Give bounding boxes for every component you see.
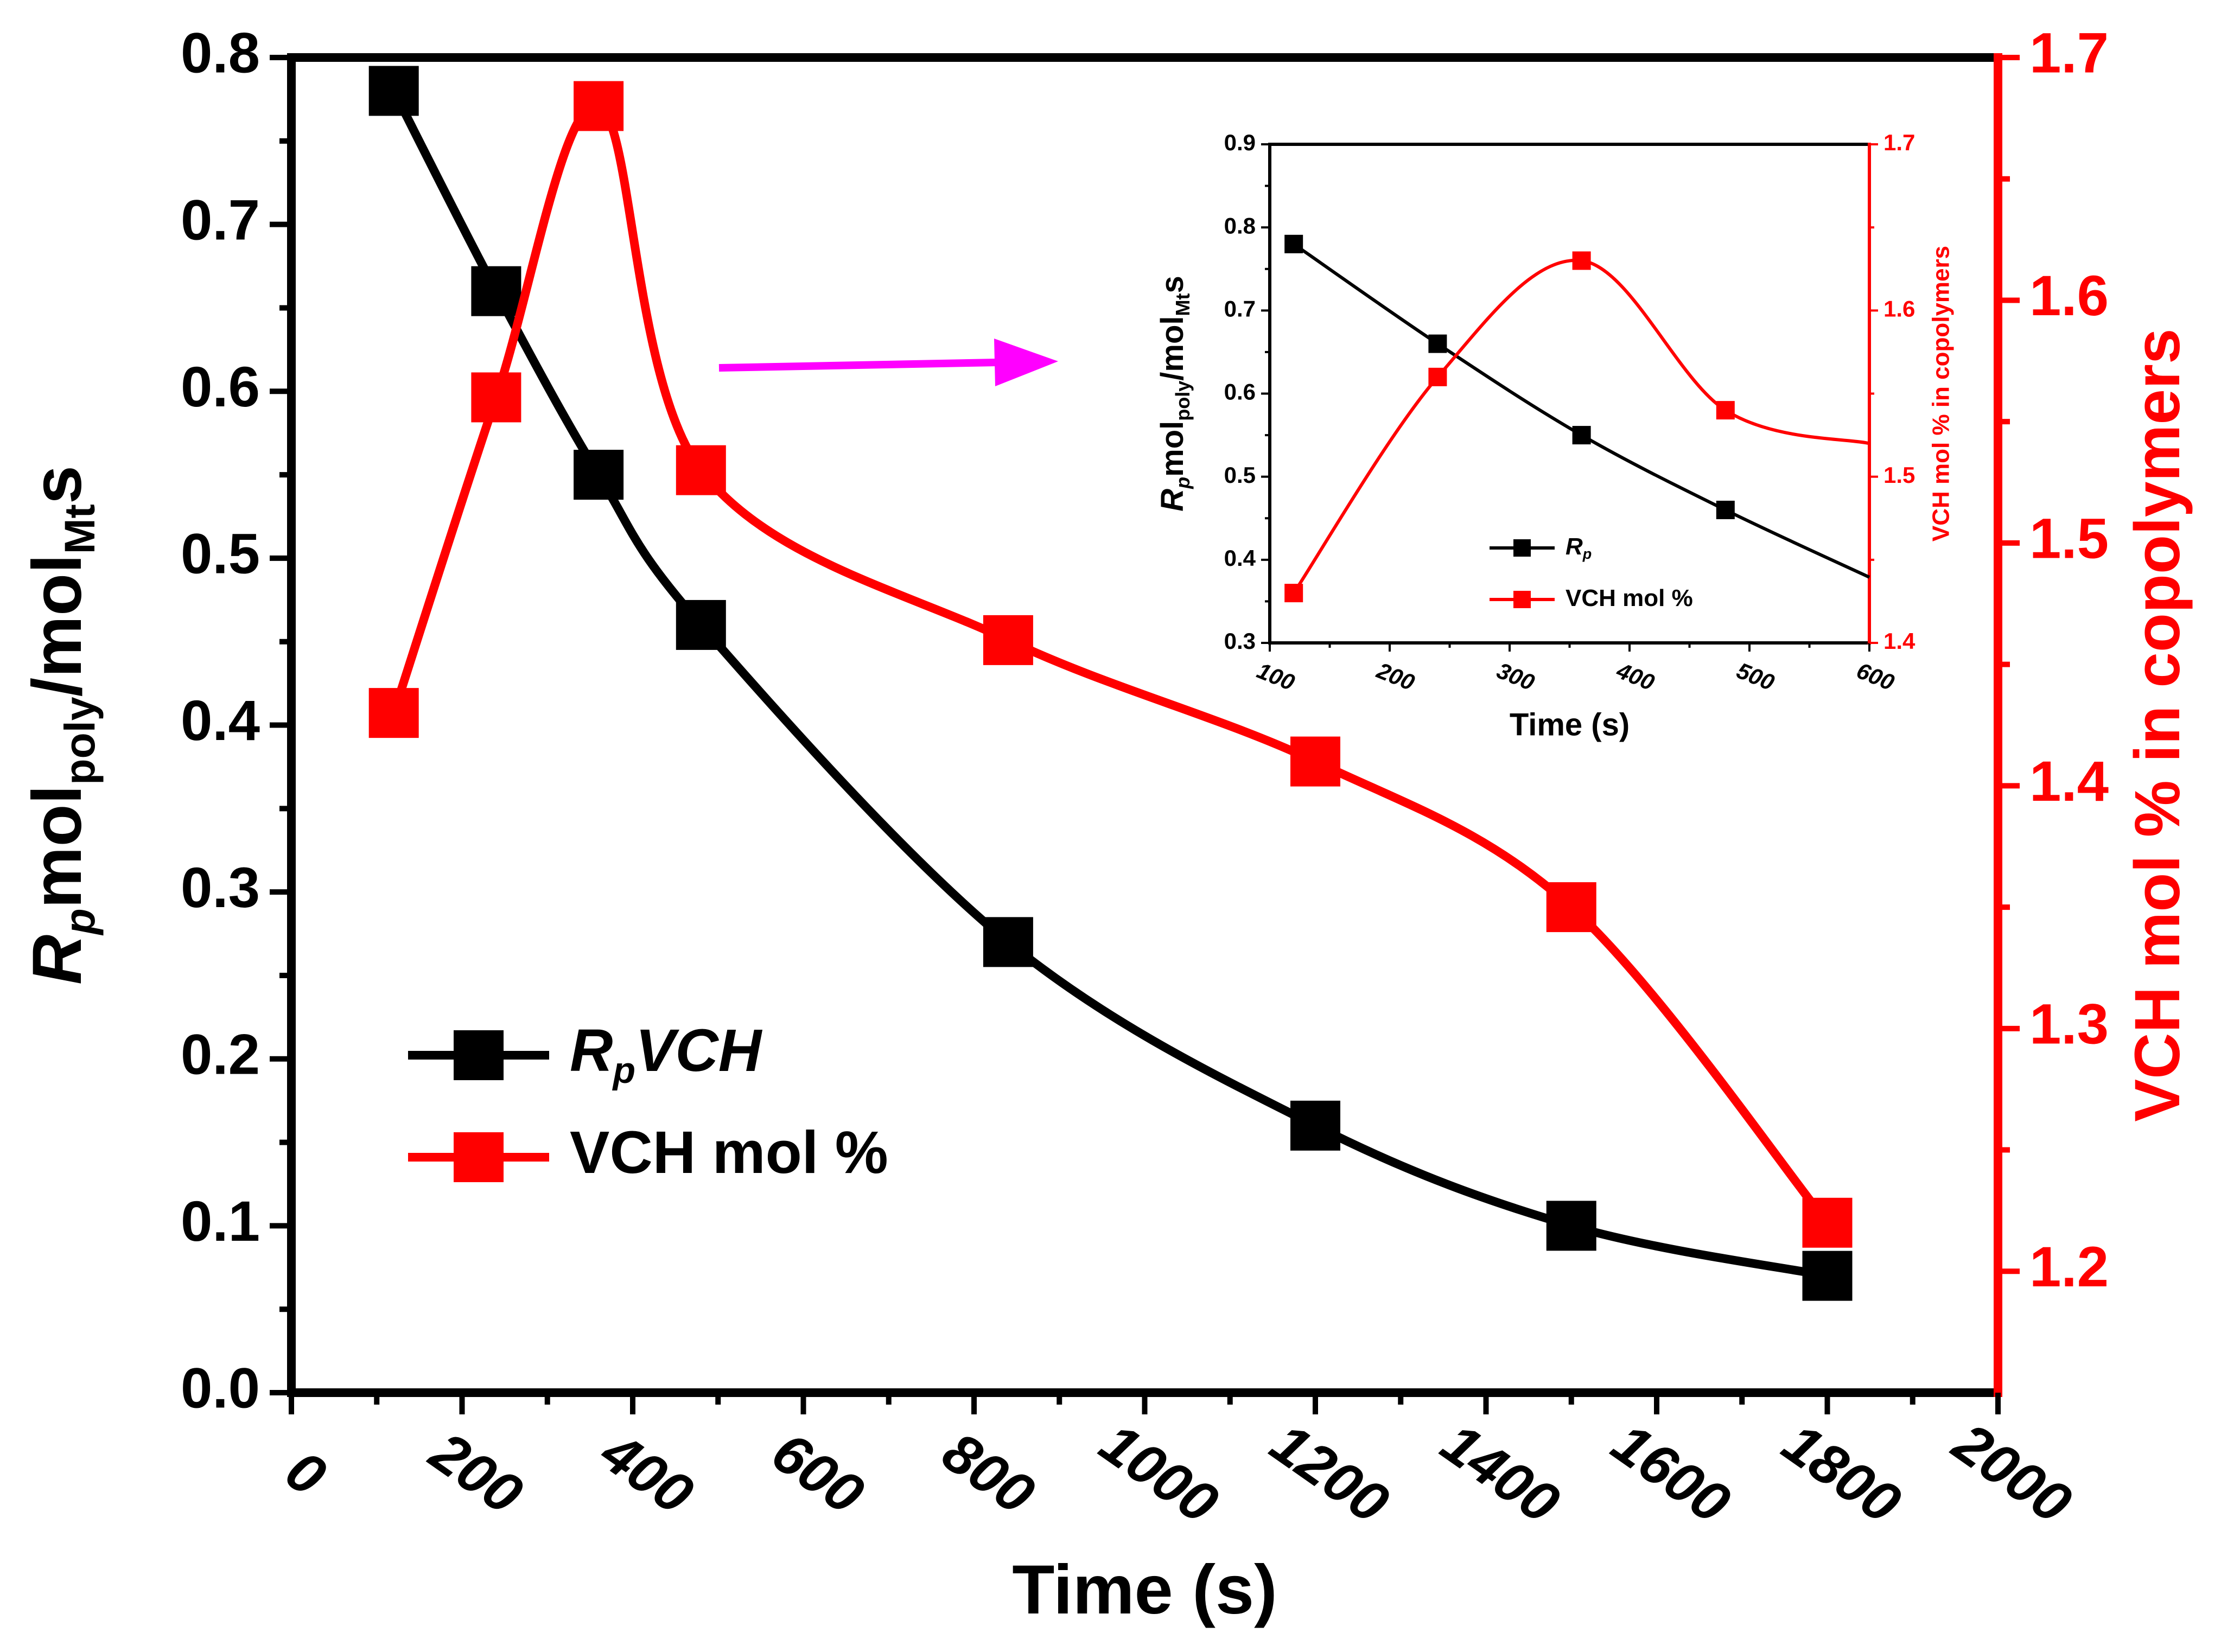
inset-chart: 100 200 300 400 500 6000.30.40.50.60.70.80.91… [1155,130,1954,742]
arrow-shaft [718,359,998,372]
y-axis-label-right: VCH mol % in copolymers [2122,328,2193,1121]
legend-marker [454,1030,504,1080]
data-point-0 [471,266,521,316]
data-point-1 [983,615,1033,665]
legend-label: Rp [1566,533,1592,563]
data-point-1 [1716,401,1735,420]
y-tick-label-left: 0.6 [181,355,260,419]
data-point-0 [1284,234,1303,253]
x-axis-label: Time (s) [1012,1551,1277,1629]
legend-marker [454,1132,504,1182]
y-tick-label-right: 1.7 [1883,130,1915,155]
y-tick-label-right: 1.2 [2029,1235,2109,1299]
y-axis-label-right: VCH mol % in copolymers [1928,246,1955,541]
y-axis-label-left: Rpmolpoly/molMts [1155,276,1193,512]
data-point-1 [471,372,521,423]
y-tick-label-left: 0.1 [181,1190,260,1253]
legend-label: VCH mol % [570,1119,888,1186]
y-tick-label-left: 0.4 [181,689,260,752]
y-tick-label-right: 1.6 [2029,264,2109,328]
data-point-0 [1716,500,1735,519]
y-tick-label-left: 0.5 [1224,462,1256,488]
y-tick-label-left: 0.4 [1224,545,1256,571]
data-point-1 [1802,1197,1853,1248]
data-point-0 [368,66,419,116]
y-tick-label-right: 1.5 [2029,507,2109,571]
legend-label: VCH mol % [1566,585,1693,611]
data-point-0 [574,450,624,500]
y-tick-label-left: 0.8 [181,22,260,85]
data-point-0 [1428,334,1447,353]
data-point-1 [1428,367,1447,386]
data-point-1 [1572,251,1591,270]
inset-arrow [718,339,1058,386]
y-tick-label-left: 0.7 [181,188,260,252]
data-point-1 [574,81,624,131]
y-tick-label-right: 1.3 [2029,993,2109,1056]
data-point-1 [1284,584,1303,603]
y-tick-label-right: 1.5 [1883,462,1915,488]
data-point-1 [1290,736,1340,787]
data-point-1 [368,688,419,738]
x-axis-label: Time (s) [1510,707,1630,742]
y-tick-label-left: 0.9 [1224,130,1256,155]
y-tick-label-left: 0.8 [1224,213,1256,238]
data-point-0 [676,599,726,650]
y-tick-label-left: 0.0 [181,1357,260,1420]
y-tick-label-right: 1.6 [1883,296,1915,321]
data-point-0 [1802,1251,1853,1301]
legend-label: RpVCH [570,1017,763,1091]
data-point-0 [983,917,1033,967]
data-point-0 [1546,1201,1596,1251]
y-tick-label-left: 0.2 [181,1023,260,1086]
data-point-0 [1290,1100,1340,1151]
y-tick-label-right: 1.4 [1883,628,1916,654]
series-line-0 [390,88,1829,1280]
y-tick-label-left: 0.6 [1224,379,1256,405]
legend-marker [1513,591,1531,608]
y-tick-label-left: 0.5 [181,522,260,586]
data-point-1 [676,445,726,495]
y-axis-label-left: Rpmolpoly/molMts [18,465,104,985]
y-tick-label-right: 1.7 [2029,22,2109,85]
y-tick-label-left: 0.7 [1224,296,1256,321]
data-point-0 [1572,426,1591,445]
arrow-head [994,339,1058,386]
y-tick-label-left: 0.3 [181,856,260,920]
data-point-1 [1546,882,1596,933]
y-tick-label-left: 0.3 [1224,628,1256,654]
legend-marker [1513,539,1531,557]
y-tick-label-right: 1.4 [2029,750,2109,813]
